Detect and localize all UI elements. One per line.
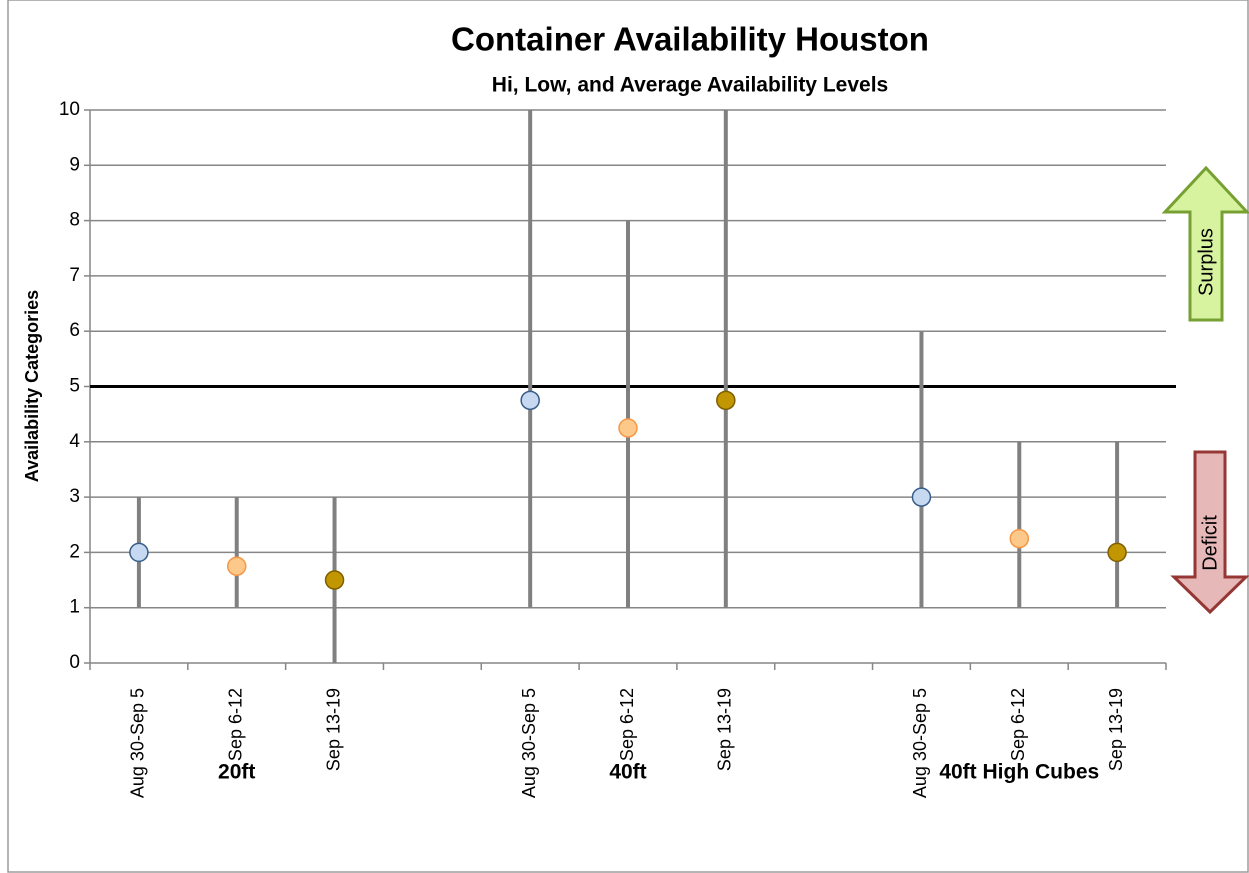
x-tick-label: Sep 6-12 xyxy=(225,688,245,761)
group-label: 20ft xyxy=(218,761,255,784)
y-tick-label: 4 xyxy=(69,431,80,452)
y-tick-label: 9 xyxy=(69,154,80,175)
average-marker xyxy=(1009,528,1030,549)
y-tick-label: 2 xyxy=(69,541,80,562)
chart-border xyxy=(7,0,1249,873)
y-tick-label: 7 xyxy=(69,265,80,286)
surplus-label: Surplus xyxy=(1195,228,1217,296)
x-tick-label: Sep 13-19 xyxy=(323,688,343,771)
average-marker xyxy=(226,556,247,576)
x-tick-label: Sep 13-19 xyxy=(1106,688,1126,771)
x-tick-label: Sep 13-19 xyxy=(715,688,735,771)
surplus-arrow xyxy=(1161,165,1249,322)
plot: 0 1 2 3 4 5 6 7 8 9 10 Aug 30-Sep 5 Sep 6-12 Sep 13-1… xyxy=(59,99,1176,798)
y-tick-label: 5 xyxy=(69,376,80,397)
y-tick-label: 1 xyxy=(69,597,80,618)
y-tick-label: 6 xyxy=(69,320,80,341)
average-marker xyxy=(324,570,345,590)
x-tick-label: Sep 6-12 xyxy=(1008,688,1028,761)
x-tick-label: Aug 30-Sep 5 xyxy=(519,688,539,798)
group-label: 40ft High Cubes xyxy=(939,761,1099,784)
average-marker xyxy=(618,418,638,438)
chart-subtitle: Hi, Low, and Average Availability Levels xyxy=(492,74,888,97)
x-tick-label: Aug 30-Sep 5 xyxy=(910,688,930,798)
average-marker xyxy=(520,390,540,411)
y-tick-label: 0 xyxy=(69,652,80,673)
y-axis-label: Availability Categories xyxy=(22,290,42,482)
average-marker xyxy=(716,390,736,411)
average-marker xyxy=(911,487,932,507)
y-tick-label: 10 xyxy=(59,99,80,120)
deficit-arrow xyxy=(1170,450,1249,615)
average-marker xyxy=(129,542,149,563)
y-tick-label: 3 xyxy=(69,486,80,507)
y-tick-label: 8 xyxy=(69,210,80,231)
deficit-label: Deficit xyxy=(1199,515,1221,571)
average-marker xyxy=(1107,542,1127,563)
group-label: 40ft xyxy=(609,761,646,784)
chart-title: Container Availability Houston xyxy=(451,21,929,58)
x-tick-label: Sep 6-12 xyxy=(617,688,637,761)
x-tick-label: Aug 30-Sep 5 xyxy=(128,688,148,798)
